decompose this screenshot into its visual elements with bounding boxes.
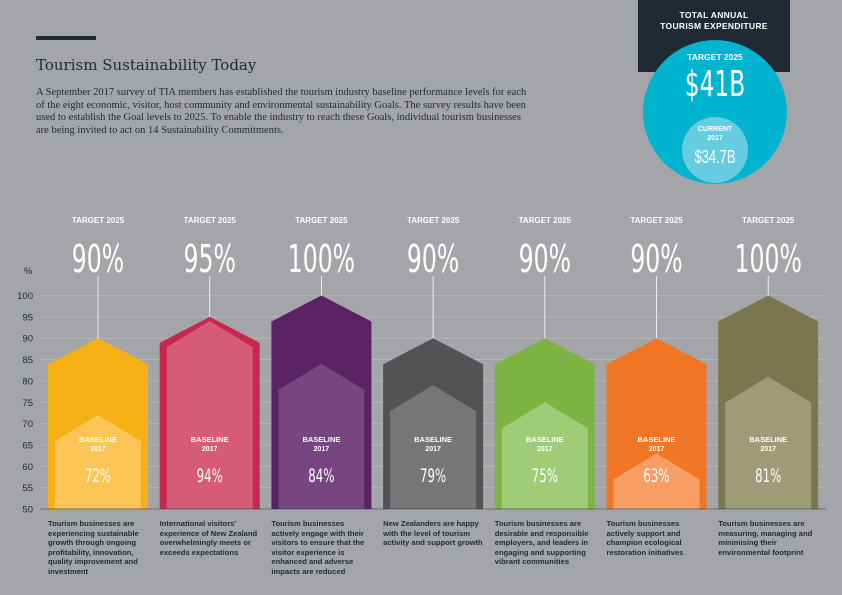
baseline-value: 94%: [197, 464, 223, 487]
current-expenditure-value: $34.7B: [694, 147, 736, 167]
target-label: TARGET 2025: [630, 216, 683, 225]
baseline-year: 2017: [649, 446, 665, 453]
target-expenditure-label: TARGET 2025: [687, 52, 743, 62]
target-label: TARGET 2025: [184, 216, 237, 225]
baseline-year: 2017: [760, 446, 776, 453]
y-tick-label: 70: [22, 419, 33, 430]
baseline-bar: [501, 402, 588, 509]
target-expenditure-value: $41B: [684, 64, 746, 105]
y-tick-label: 75: [22, 398, 33, 409]
y-tick-label: 80: [22, 376, 33, 387]
intro-paragraph: A September 2017 survey of TIA members h…: [36, 87, 527, 136]
baseline-label: BASELINE: [414, 435, 452, 444]
goal-description: Tourism businesses actively support and …: [606, 519, 684, 557]
baseline-value: 75%: [532, 464, 558, 487]
y-tick-label: 100: [17, 291, 33, 302]
goal-description: Tourism businesses are experiencing sust…: [48, 519, 139, 576]
target-label: TARGET 2025: [519, 216, 572, 225]
baseline-bar: [55, 415, 141, 509]
goal-description: International visitors' experience of Ne…: [159, 519, 258, 557]
goal-description: New Zealanders are happy with the level …: [383, 519, 483, 548]
y-tick-label: 50: [22, 505, 33, 516]
baseline-value: 72%: [85, 464, 111, 487]
baseline-bar: [613, 453, 700, 509]
baseline-label: BASELINE: [191, 435, 229, 444]
y-tick-label: 90: [22, 334, 33, 345]
baseline-value: 79%: [420, 464, 446, 487]
current-expenditure-label: CURRENT: [697, 126, 733, 133]
baseline-year: 2017: [90, 446, 106, 453]
y-tick-label: 85: [22, 355, 33, 366]
baseline-value: 84%: [308, 464, 334, 487]
y-tick-label: 65: [22, 440, 33, 451]
target-value: 90%: [519, 238, 571, 281]
goal-description: Tourism businesses are measuring, managi…: [718, 519, 813, 557]
current-expenditure-circle: [682, 117, 748, 183]
baseline-label: BASELINE: [638, 435, 676, 444]
page-title: Tourism Sustainability Today: [36, 56, 257, 74]
y-axis-unit: %: [24, 266, 33, 277]
target-label: TARGET 2025: [742, 216, 795, 225]
target-label: TARGET 2025: [407, 216, 460, 225]
baseline-value: 63%: [643, 464, 669, 487]
expenditure-title-line1: TOTAL ANNUAL: [679, 10, 749, 20]
expenditure-title: TOTAL ANNUAL TOURISM EXPENDITURE: [638, 10, 790, 32]
baseline-label: BASELINE: [749, 435, 787, 444]
baseline-value: 81%: [755, 464, 781, 487]
title-rule: [36, 36, 96, 40]
baseline-bar: [278, 363, 365, 509]
baseline-bar: [166, 321, 253, 509]
target-value: 90%: [72, 238, 124, 281]
baseline-label: BASELINE: [526, 435, 564, 444]
expenditure-title-line2: TOURISM EXPENDITURE: [660, 21, 768, 31]
current-expenditure-year: 2017: [707, 135, 723, 142]
baseline-label: BASELINE: [79, 435, 117, 444]
target-label: TARGET 2025: [72, 216, 125, 225]
target-bar: [606, 338, 707, 509]
y-tick-label: 55: [22, 483, 33, 494]
baseline-year: 2017: [537, 446, 553, 453]
baseline-bar: [725, 376, 812, 509]
baseline-label: BASELINE: [302, 435, 340, 444]
target-value: 90%: [630, 238, 682, 281]
baseline-year: 2017: [202, 446, 218, 453]
baseline-year: 2017: [425, 446, 441, 453]
y-tick-label: 60: [22, 462, 33, 473]
target-value: 95%: [184, 238, 236, 281]
baseline-bar: [390, 385, 477, 509]
target-label: TARGET 2025: [295, 216, 348, 225]
goal-description: Tourism businesses are desirable and res…: [494, 519, 589, 567]
y-tick-label: 95: [22, 312, 33, 323]
target-value: 100%: [288, 238, 355, 281]
target-value: 100%: [735, 238, 802, 281]
goal-description: Tourism businesses actively engage with …: [271, 519, 365, 576]
baseline-year: 2017: [314, 446, 330, 453]
target-value: 90%: [407, 238, 459, 281]
